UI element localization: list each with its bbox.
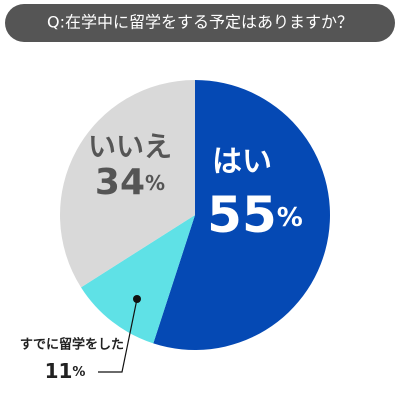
leader-line bbox=[98, 298, 138, 373]
chart-title: Q:在学中に留学をする予定はありますか？ bbox=[47, 13, 353, 32]
category-label: いいえ bbox=[88, 130, 172, 163]
pie bbox=[59, 80, 330, 350]
value-label: 11% bbox=[45, 359, 86, 383]
pie-slice bbox=[153, 80, 330, 350]
value-label: 34% bbox=[95, 162, 165, 203]
pie-slice bbox=[81, 215, 195, 344]
title-box bbox=[5, 4, 395, 42]
category-label: はい bbox=[212, 145, 272, 180]
value-label: 55% bbox=[207, 186, 303, 244]
pie-slice bbox=[59, 80, 195, 288]
category-label: すでに留学をした bbox=[20, 337, 124, 353]
